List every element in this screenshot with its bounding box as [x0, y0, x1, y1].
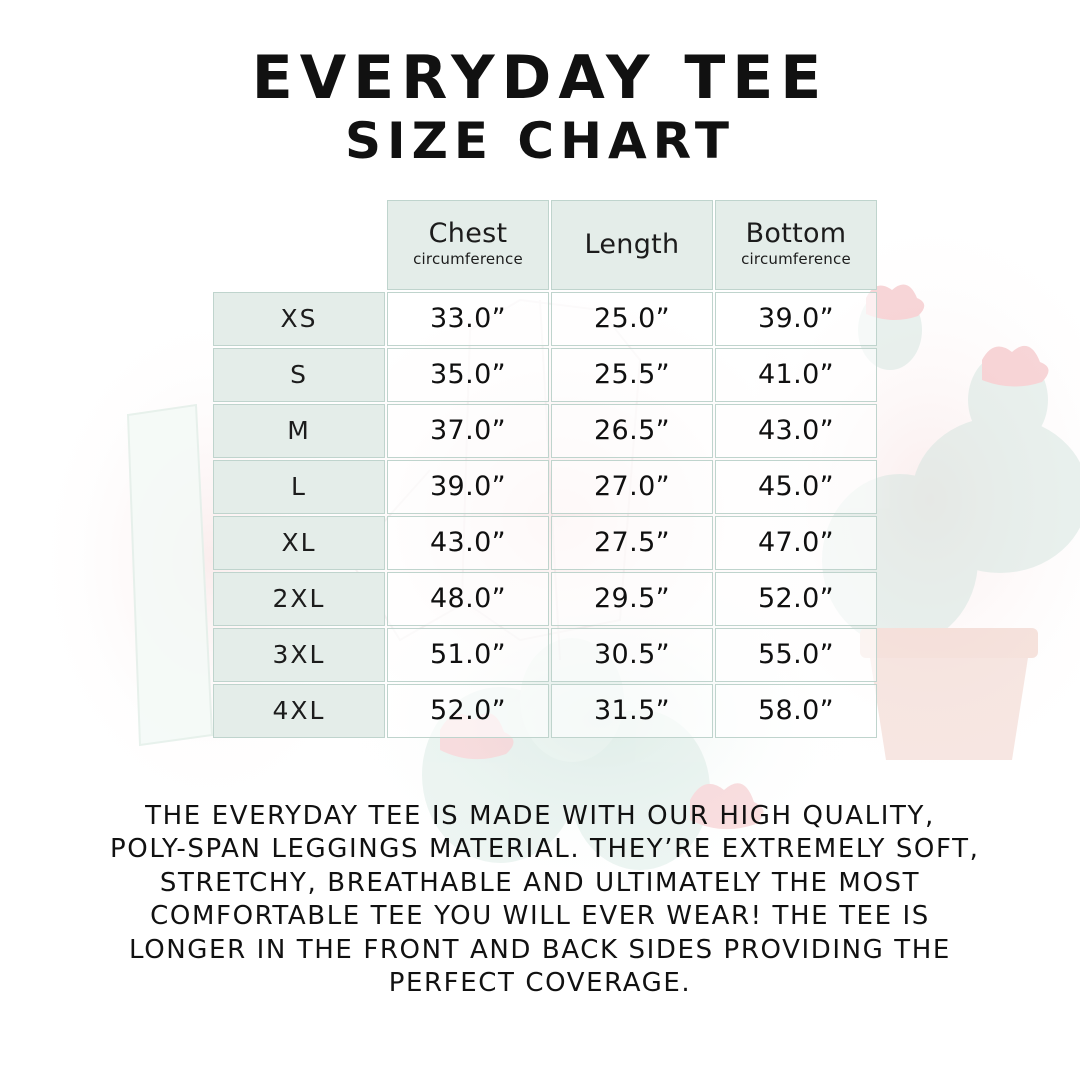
column-header-chest-sub: circumference: [413, 249, 523, 268]
measurement-cell-chest: 48.0”: [387, 571, 549, 626]
table-row: L 39.0” 27.0” 45.0”: [213, 459, 877, 514]
measurement-cell-bottom: 39.0”: [715, 291, 877, 346]
column-header-chest-main: Chest: [428, 218, 508, 250]
description-line: THE EVERYDAY TEE IS MADE WITH OUR HIGH Q…: [145, 800, 935, 831]
size-label-cell: 4XL: [213, 683, 385, 738]
size-table: Chest circumference Length Bottom circum…: [211, 198, 879, 740]
measurement-cell-length: 25.0”: [551, 291, 713, 346]
table-row: XS 33.0” 25.0” 39.0”: [213, 291, 877, 346]
measurement-cell-bottom: 45.0”: [715, 459, 877, 514]
measurement-cell-length: 27.0”: [551, 459, 713, 514]
column-header-bottom-main: Bottom: [745, 218, 847, 250]
column-header-length-main: Length: [584, 228, 680, 260]
measurement-cell-bottom: 55.0”: [715, 627, 877, 682]
product-description: THE EVERYDAY TEE IS MADE WITH OUR HIGH Q…: [110, 800, 980, 1001]
table-row: 3XL 51.0” 30.5” 55.0”: [213, 627, 877, 682]
measurement-cell-chest: 37.0”: [387, 403, 549, 458]
table-row: S 35.0” 25.5” 41.0”: [213, 347, 877, 402]
measurement-cell-length: 26.5”: [551, 403, 713, 458]
description-line: LONGER IN THE FRONT AND BACK SIDES PROVI…: [129, 934, 951, 965]
measurement-cell-chest: 43.0”: [387, 515, 549, 570]
size-table-container: Chest circumference Length Bottom circum…: [211, 198, 877, 740]
size-label-cell: 3XL: [213, 627, 385, 682]
description-line: COMFORTABLE TEE YOU WILL EVER WEAR! THE …: [150, 901, 930, 932]
measurement-cell-chest: 35.0”: [387, 347, 549, 402]
measurement-cell-chest: 39.0”: [387, 459, 549, 514]
size-label-cell: 2XL: [213, 571, 385, 626]
measurement-cell-length: 29.5”: [551, 571, 713, 626]
column-header-length: Length: [551, 199, 713, 290]
size-table-header: Chest circumference Length Bottom circum…: [213, 199, 877, 290]
size-label-cell: XL: [213, 515, 385, 570]
page-title: EVERYDAY TEE SIZE CHART: [251, 43, 829, 171]
size-table-body: XS 33.0” 25.0” 39.0” S 35.0” 25.5” 41.0” M 37.0” 2…: [213, 291, 877, 738]
measurement-cell-length: 25.5”: [551, 347, 713, 402]
column-header-chest: Chest circumference: [387, 199, 549, 290]
title-line-2: SIZE CHART: [344, 112, 735, 171]
header-row: Chest circumference Length Bottom circum…: [213, 199, 877, 290]
column-header-bottom-sub: circumference: [741, 249, 851, 268]
measurement-cell-chest: 51.0”: [387, 627, 549, 682]
measurement-cell-chest: 52.0”: [387, 683, 549, 738]
size-label-cell: S: [213, 347, 385, 402]
measurement-cell-bottom: 43.0”: [715, 403, 877, 458]
description-line: PERFECT COVERAGE.: [388, 968, 692, 999]
size-label-cell: M: [213, 403, 385, 458]
column-header-bottom: Bottom circumference: [715, 199, 877, 290]
description-line: STRETCHY, BREATHABLE AND ULTIMATELY THE …: [159, 867, 921, 898]
measurement-cell-bottom: 58.0”: [715, 683, 877, 738]
table-row: M 37.0” 26.5” 43.0”: [213, 403, 877, 458]
measurement-cell-bottom: 41.0”: [715, 347, 877, 402]
table-row: 2XL 48.0” 29.5” 52.0”: [213, 571, 877, 626]
measurement-cell-chest: 33.0”: [387, 291, 549, 346]
measurement-cell-bottom: 47.0”: [715, 515, 877, 570]
table-corner-cell: [213, 200, 385, 290]
table-row: 4XL 52.0” 31.5” 58.0”: [213, 683, 877, 738]
size-label-cell: XS: [213, 291, 385, 346]
table-row: XL 43.0” 27.5” 47.0”: [213, 515, 877, 570]
title-line-1: EVERYDAY TEE: [251, 43, 829, 113]
measurement-cell-length: 30.5”: [551, 627, 713, 682]
measurement-cell-length: 31.5”: [551, 683, 713, 738]
description-line: POLY-SPAN LEGGINGS MATERIAL. THEY’RE EXT…: [110, 834, 980, 865]
measurement-cell-length: 27.5”: [551, 515, 713, 570]
size-label-cell: L: [213, 459, 385, 514]
measurement-cell-bottom: 52.0”: [715, 571, 877, 626]
